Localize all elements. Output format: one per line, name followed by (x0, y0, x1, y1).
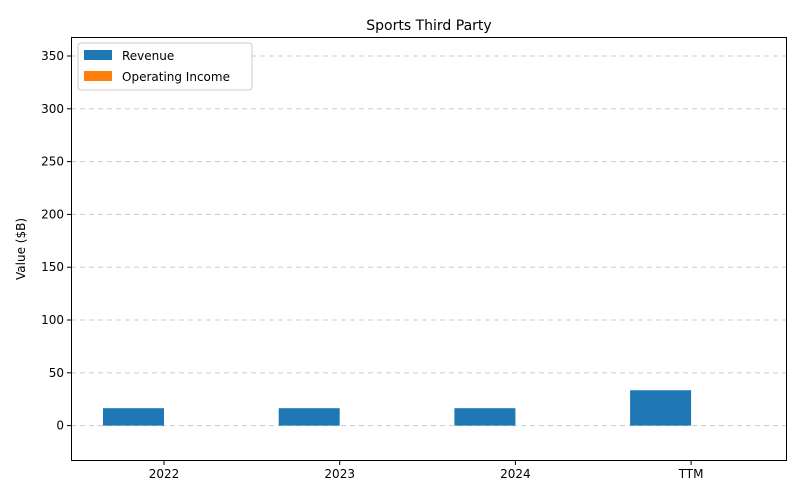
legend-label: Operating Income (122, 70, 230, 84)
x-tick-label: 2024 (500, 467, 531, 481)
legend-swatch (84, 71, 112, 81)
grid-lines (71, 55, 787, 427)
legend: Revenue Operating Income (77, 42, 253, 91)
x-tick-label: 2023 (324, 467, 355, 481)
bars (103, 390, 692, 426)
bar-revenue (454, 408, 516, 426)
y-tick-label: 150 (41, 260, 64, 274)
y-tick-label: 250 (41, 155, 64, 169)
y-tick-label: 0 (56, 419, 64, 433)
x-axis: 2022 2023 2024 TTM (149, 461, 704, 481)
bar-revenue (630, 390, 692, 426)
legend-box (77, 42, 253, 91)
plot-frame (71, 37, 787, 461)
x-tick-label: 2022 (149, 467, 180, 481)
bar-revenue (278, 408, 340, 426)
y-tick-label: 100 (41, 313, 64, 327)
y-axis: 0 50 100 150 200 250 300 350 (41, 49, 71, 433)
x-tick-label: TTM (678, 467, 704, 481)
y-axis-label: Value ($B) (14, 218, 28, 280)
bar-revenue (103, 408, 164, 426)
y-tick-label: 350 (41, 49, 64, 63)
y-tick-label: 50 (49, 366, 64, 380)
y-tick-label: 200 (41, 207, 64, 221)
legend-swatch (84, 50, 112, 60)
chart-title: Sports Third Party (366, 18, 491, 34)
y-tick-label: 300 (41, 102, 64, 116)
legend-label: Revenue (122, 49, 174, 63)
